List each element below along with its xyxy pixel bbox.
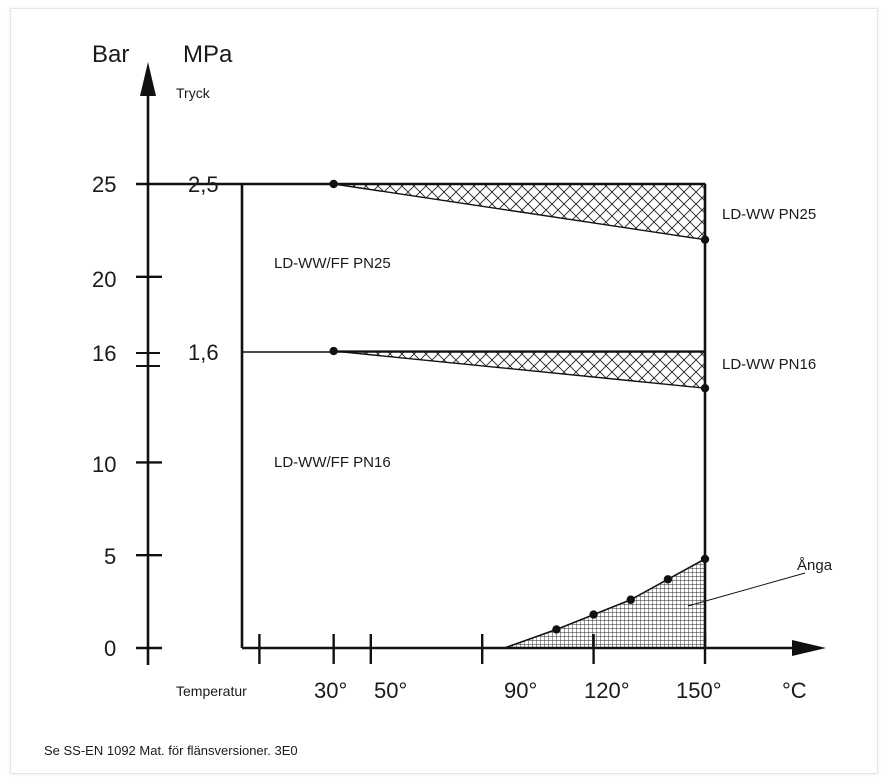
pn25-hatch-area bbox=[333, 183, 706, 241]
x-unit-label: °C bbox=[782, 678, 807, 703]
bar-unit-label: Bar bbox=[92, 41, 129, 68]
bar-tick-label-16: 16 bbox=[92, 341, 116, 366]
x-tick-label-30: 30° bbox=[314, 678, 347, 703]
data-point-6 bbox=[626, 595, 635, 604]
mpa-tick-label-1-6: 1,6 bbox=[188, 340, 219, 365]
mpa-unit-label: MPa bbox=[183, 41, 233, 68]
bar-tick-label-25: 25 bbox=[92, 172, 116, 197]
region-label-ld-ww-ff-pn25: LD-WW/FF PN25 bbox=[274, 255, 391, 272]
x-tick-label-50: 50° bbox=[374, 678, 407, 703]
bar-tick-label-10: 10 bbox=[92, 452, 116, 477]
data-point-0 bbox=[329, 179, 338, 189]
x-tick-label-120: 120° bbox=[584, 678, 630, 703]
x-axis-title: Temperatur bbox=[176, 683, 247, 699]
x-axis-arrow bbox=[792, 640, 826, 656]
data-point-8 bbox=[700, 554, 710, 564]
mpa-tick-label-2-5: 2,5 bbox=[188, 172, 219, 197]
data-point-1 bbox=[700, 235, 710, 244]
data-point-7 bbox=[663, 575, 673, 584]
region-label-ld-ww-pn25: LD-WW PN25 bbox=[722, 206, 816, 223]
data-point-2 bbox=[329, 346, 338, 356]
x-tick-label-90: 90° bbox=[504, 678, 537, 703]
chart-frame bbox=[10, 8, 878, 774]
data-point-3 bbox=[700, 383, 710, 393]
y-axis-title: Tryck bbox=[176, 85, 211, 101]
region-label-ld-ww-pn16: LD-WW PN16 bbox=[722, 356, 816, 373]
x-tick-label-150: 150° bbox=[676, 678, 722, 703]
region-label-steam: Ånga bbox=[797, 557, 833, 574]
pn16-hatch-area bbox=[333, 350, 706, 389]
steam-hatch-area bbox=[504, 557, 706, 649]
steam-leader-line bbox=[687, 572, 806, 607]
y-axis-arrow bbox=[140, 62, 156, 96]
bar-tick-label-0: 0 bbox=[104, 636, 116, 661]
data-point-4 bbox=[552, 625, 561, 634]
bar-tick-label-5: 5 bbox=[104, 544, 116, 569]
bar-tick-label-20: 20 bbox=[92, 267, 116, 292]
region-label-ld-ww-ff-pn16: LD-WW/FF PN16 bbox=[274, 454, 391, 471]
footer-note: Se SS-EN 1092 Mat. för flänsversioner. 3… bbox=[44, 743, 298, 758]
data-point-5 bbox=[589, 610, 598, 619]
